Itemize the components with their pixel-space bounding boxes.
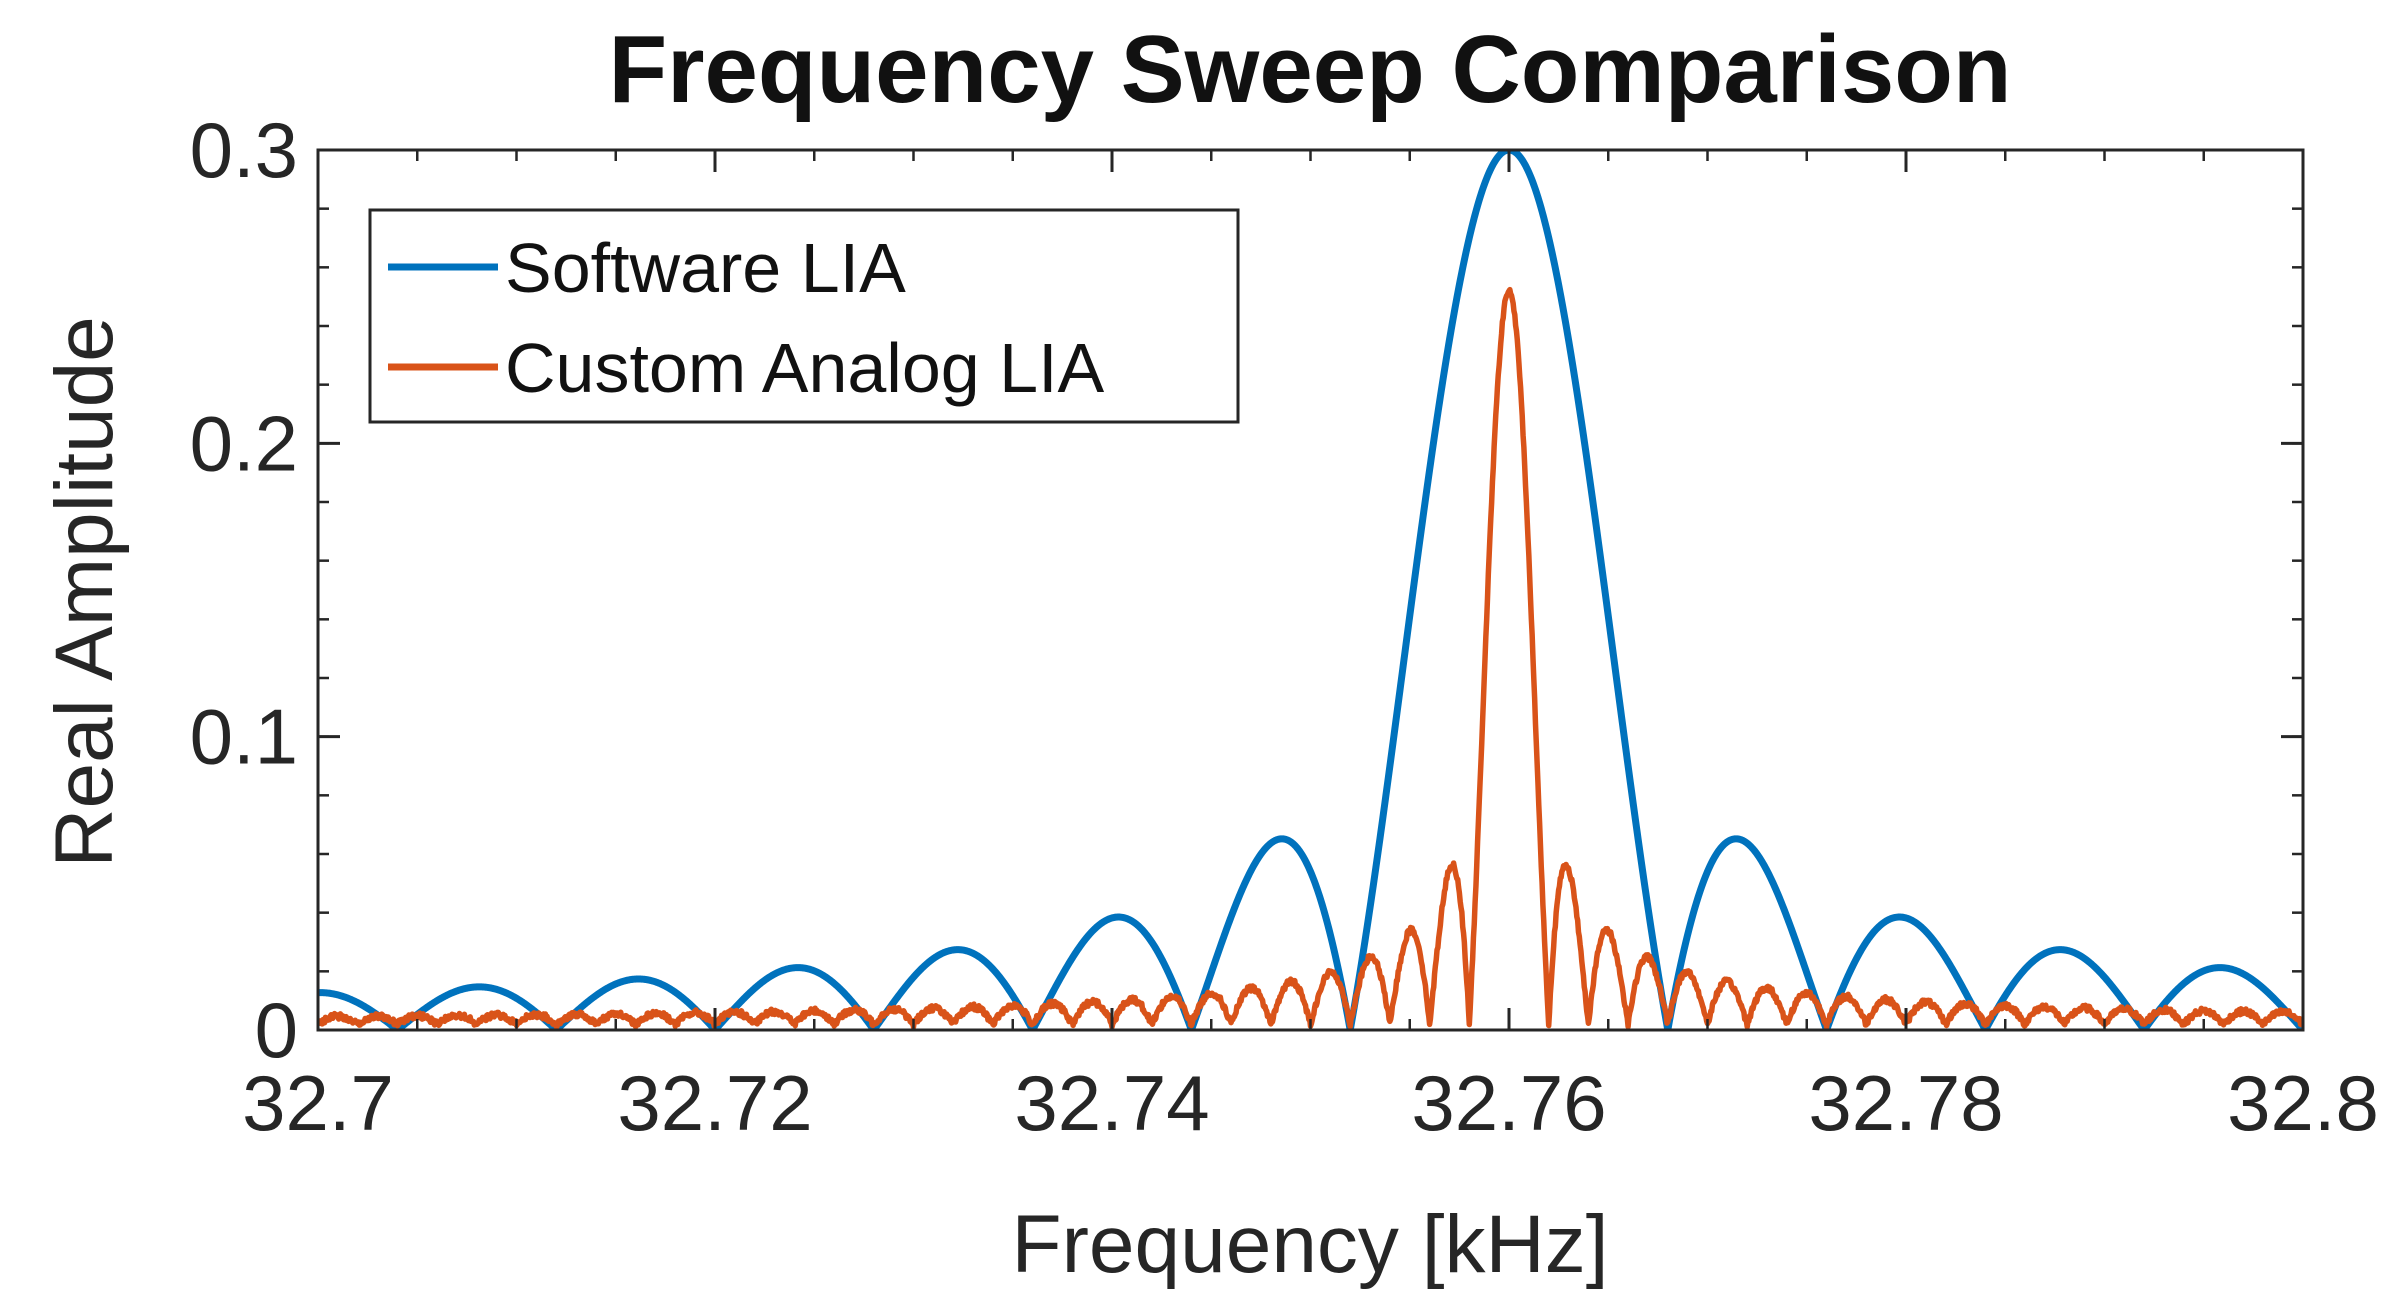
legend-box <box>368 208 1240 424</box>
y-tick-label: 0.2 <box>190 399 298 487</box>
x-tick-label: 32.74 <box>1014 1059 1209 1147</box>
y-tick-label: 0.1 <box>190 693 298 781</box>
legend: Software LIA Custom Analog LIA <box>368 208 1240 424</box>
x-tick-label: 32.76 <box>1411 1059 1606 1147</box>
x-tick-label: 32.7 <box>242 1059 394 1147</box>
x-tick-label: 32.72 <box>617 1059 812 1147</box>
y-axis-label: Real Amplitude <box>39 316 130 868</box>
y-tick-label: 0 <box>255 986 298 1074</box>
y-tick-label: 0.3 <box>190 106 298 194</box>
x-tick-label: 32.78 <box>1808 1059 2003 1147</box>
plot-area: 32.7 32.72 32.74 32.76 32.78 32.8 0 0.1 0.2 0.3 <box>190 106 2379 1147</box>
legend-label-custom-analog-lia: Custom Analog LIA <box>505 329 1105 407</box>
chart-title: Frequency Sweep Comparison <box>608 16 2011 123</box>
legend-label-software-lia: Software LIA <box>505 229 906 307</box>
x-axis-label: Frequency [kHz] <box>1012 1199 1609 1290</box>
x-tick-label: 32.8 <box>2227 1059 2379 1147</box>
